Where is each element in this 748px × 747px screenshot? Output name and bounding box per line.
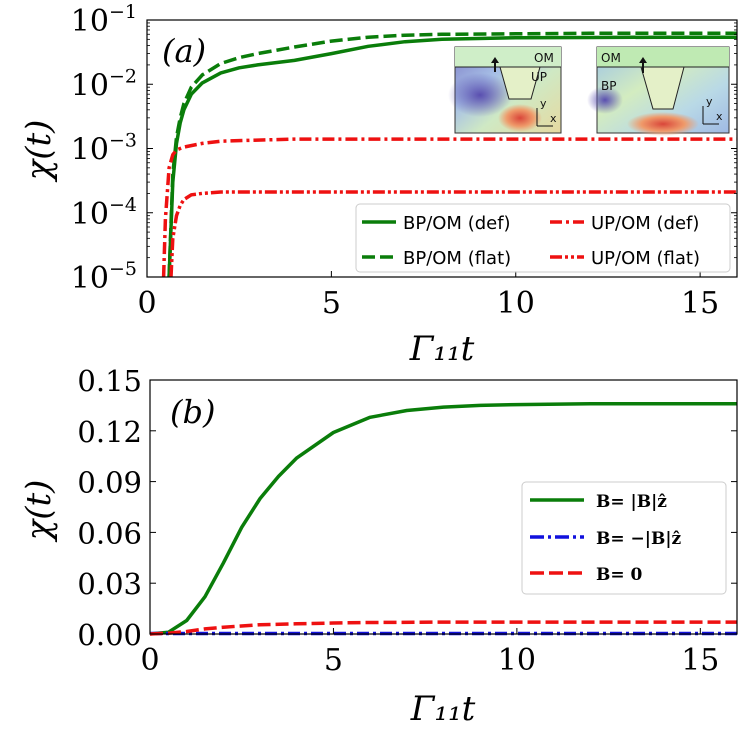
inset-bp-arrow-head xyxy=(639,57,647,63)
panel-b-xtick-label-0: 0 xyxy=(140,643,159,678)
panel-a-ytick-label-4: 10−5 xyxy=(71,258,137,296)
legend-b-label-plus: B= |B|ẑ xyxy=(596,492,667,512)
panel-b-ytick-label-5: 0.15 xyxy=(77,364,142,398)
panel-b-legend-box xyxy=(521,481,727,595)
inset-up-arrow-head xyxy=(491,57,499,63)
panel-a-xtick-label-1: 5 xyxy=(322,286,341,321)
panel-b-label: (b) xyxy=(170,393,215,431)
inset-up-field-high xyxy=(498,104,542,132)
panel-b: 0 5 10 150.000.030.060.090.120.15 (b) χ(t) … xyxy=(19,364,738,729)
panel-a-series-line-2 xyxy=(161,137,737,278)
panel-a-ytick-label-2: 10−3 xyxy=(71,130,137,168)
panel-a-label: (a) xyxy=(162,32,206,70)
panel-a-xtick-label-3: 15 xyxy=(681,286,719,321)
inset-bp-field-high xyxy=(627,112,699,136)
panel-a-ytick-label-1: 10−2 xyxy=(71,65,137,103)
panel-a-ytick-label-0: 10−1 xyxy=(71,1,137,39)
legend-b-label-zero: B= 0 xyxy=(596,565,643,585)
legend-b-label-minus: B= −|B|ẑ xyxy=(596,529,682,549)
panel-a-xtick-label-0: 0 xyxy=(137,286,156,321)
inset-bp-x-label: x xyxy=(716,110,723,123)
panel-b-legend: B= |B|ẑ B= −|B|ẑ B= 0 xyxy=(521,481,727,595)
inset-up-field-map: OM UP y x xyxy=(448,46,562,134)
panel-b-ytick-label-3: 0.09 xyxy=(77,466,142,500)
panel-a-xlabel: Γ₁₁t xyxy=(409,329,475,369)
panel-b-xtick-label-2: 10 xyxy=(498,643,536,678)
panel-a-ylabel: χ(t) xyxy=(19,120,59,183)
panel-b-ytick-label-2: 0.06 xyxy=(77,516,142,550)
panel-b-series-line-2 xyxy=(149,620,737,636)
panel-b-xlabel: Γ₁₁t xyxy=(410,689,476,729)
panel-b-series-line-0 xyxy=(149,401,737,636)
panel-a-ticks: 0 5 10 15 10−1 10−2 10−3 10−4 10−5 xyxy=(71,1,737,321)
inset-up-label-up: UP xyxy=(531,70,547,84)
legend-a-label-bp-flat: BP/OM (flat) xyxy=(403,248,511,269)
inset-bp-y-label: y xyxy=(706,95,713,108)
legend-a-label-up-flat: UP/OM (flat) xyxy=(591,248,700,269)
panel-a-legend: BP/OM (def) BP/OM (flat) UP/OM (def) UP/… xyxy=(355,203,731,273)
panel-b-ytick-label-0: 0.00 xyxy=(77,618,142,652)
inset-bp-label-om: OM xyxy=(601,51,621,65)
panel-b-xtick-label-1: 5 xyxy=(324,643,343,678)
panel-a: OM UP y x OM BP y x 0 5 10 15 10−1 10−2 10−3 10… xyxy=(19,1,738,369)
legend-a-label-bp-def: BP/OM (def) xyxy=(403,213,511,234)
panel-b-xtick-label-3: 15 xyxy=(681,643,719,678)
panel-a-xtick-label-2: 10 xyxy=(497,286,535,321)
inset-up-field-low xyxy=(448,73,512,117)
inset-bp-field-map: OM BP y x xyxy=(587,46,730,136)
inset-up-label-om: OM xyxy=(534,51,554,65)
inset-bp-defect xyxy=(640,66,685,110)
inset-up-x-label: x xyxy=(550,112,557,125)
panel-b-ytick-label-4: 0.12 xyxy=(77,415,142,449)
panel-a-series xyxy=(161,31,737,278)
inset-up-top-layer xyxy=(455,47,561,67)
legend-a-label-up-def: UP/OM (def) xyxy=(591,213,699,234)
inset-bp-label-bp: BP xyxy=(601,79,616,93)
inset-bp-field-low xyxy=(587,86,623,114)
inset-up-defect xyxy=(499,66,541,100)
panel-a-ytick-label-3: 10−4 xyxy=(71,194,137,232)
panel-b-ylabel: χ(t) xyxy=(19,480,59,543)
inset-bp-top-layer xyxy=(597,47,729,67)
panel-b-ticks: 0 5 10 15 0.00 0.03 0.06 0.09 0.12 0.15 xyxy=(77,364,737,678)
panel-a-series-line-3 xyxy=(169,190,737,278)
inset-up-y-label: y xyxy=(540,97,547,110)
panel-a-series-line-1 xyxy=(167,31,737,278)
panel-b-ytick-label-1: 0.03 xyxy=(77,567,142,601)
panel-b-axes-frame xyxy=(149,379,738,635)
panel-a-legend-box xyxy=(355,203,731,273)
